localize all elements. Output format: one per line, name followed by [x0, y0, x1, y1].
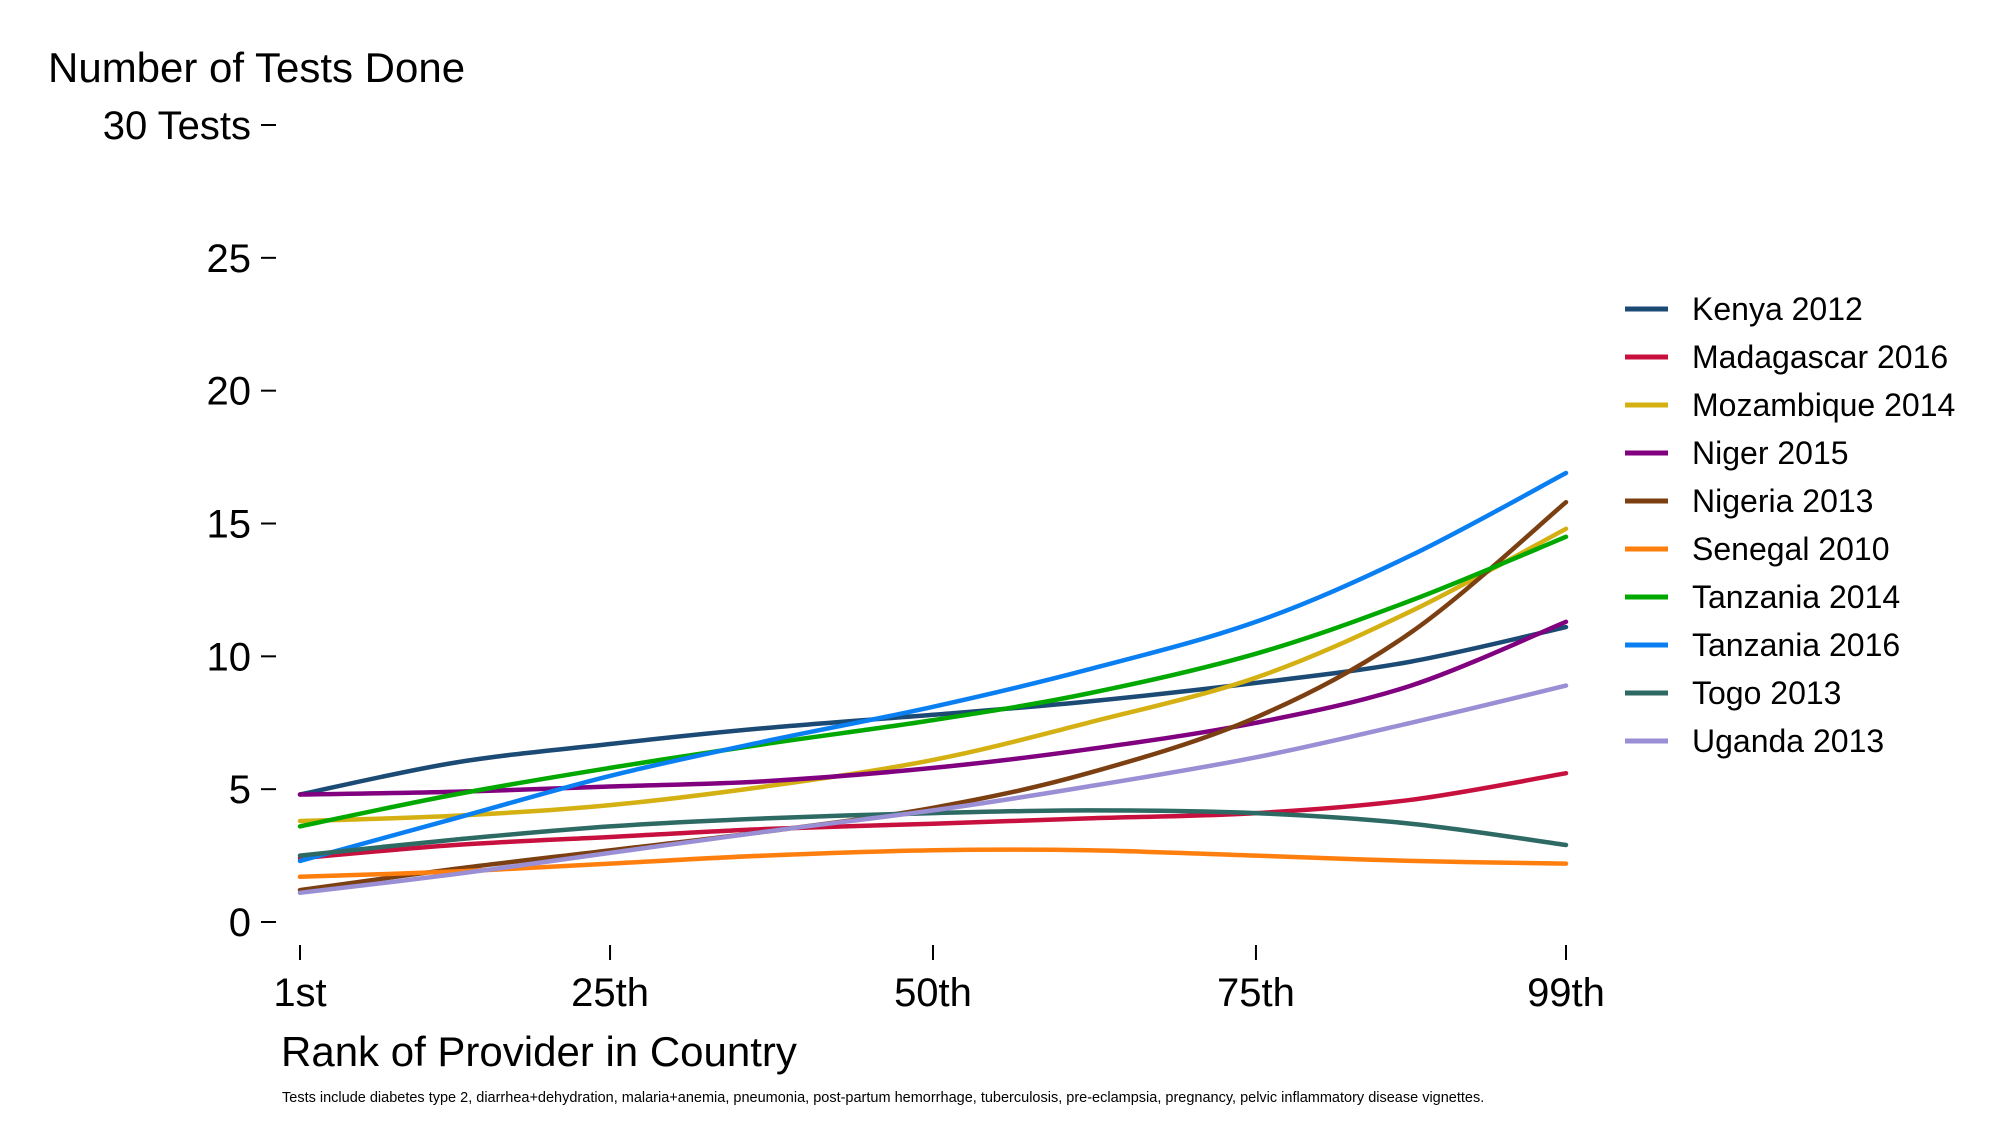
legend: Kenya 2012 Madagascar 2016 Mozambique 2014…: [1625, 291, 1955, 759]
y-axis: 0 5 10 15 20 25 30 Tests: [103, 104, 276, 945]
legend-item: Tanzania 2016: [1625, 627, 1900, 663]
legend-label: Kenya 2012: [1692, 291, 1863, 327]
legend-item: Senegal 2010: [1625, 531, 1890, 567]
y-tick-label: 10: [207, 635, 252, 679]
series-line-niger-2015: [297, 619, 1569, 797]
legend-label: Nigeria 2013: [1692, 483, 1873, 519]
legend-label: Senegal 2010: [1692, 531, 1890, 567]
series-line-togo-2013: [297, 808, 1569, 858]
legend-label: Togo 2013: [1692, 675, 1841, 711]
series-line-madagascar-2016: [297, 770, 1569, 861]
legend-label: Tanzania 2016: [1692, 627, 1900, 663]
series-line-uganda-2013: [297, 683, 1569, 896]
series-line-mozambique-2014: [297, 526, 1569, 824]
x-axis-title: Rank of Provider in Country: [281, 1028, 797, 1075]
legend-label: Tanzania 2014: [1692, 579, 1900, 615]
x-tick-label: 1st: [273, 971, 326, 1015]
legend-item: Madagascar 2016: [1625, 339, 1948, 375]
legend-item: Mozambique 2014: [1625, 387, 1955, 423]
legend-item: Tanzania 2014: [1625, 579, 1900, 615]
x-axis: 1st 25th 50th 75th 99th: [273, 945, 1605, 1015]
legend-label: Uganda 2013: [1692, 723, 1884, 759]
legend-item: Kenya 2012: [1625, 291, 1863, 327]
x-tick-label: 50th: [894, 971, 972, 1015]
y-tick-label: 5: [229, 768, 251, 812]
legend-label: Niger 2015: [1692, 435, 1849, 471]
legend-label: Madagascar 2016: [1692, 339, 1948, 375]
y-tick-label: 0: [229, 901, 251, 945]
y-tick-label: 20: [207, 370, 252, 414]
legend-item: Nigeria 2013: [1625, 483, 1873, 519]
x-tick-label: 25th: [571, 971, 649, 1015]
chart-note: Tests include diabetes type 2, diarrhea+…: [282, 1090, 1484, 1106]
y-tick-label: 30 Tests: [103, 104, 251, 148]
x-tick-label: 99th: [1527, 971, 1605, 1015]
x-tick-label: 75th: [1217, 971, 1295, 1015]
series-line-tanzania-2016: [297, 470, 1569, 864]
legend-label: Mozambique 2014: [1692, 387, 1955, 423]
y-tick-label: 25: [207, 237, 252, 281]
legend-item: Togo 2013: [1625, 675, 1841, 711]
series-line-kenya-2012: [297, 624, 1569, 797]
chart-title: Number of Tests Done: [48, 44, 465, 91]
legend-item: Uganda 2013: [1625, 723, 1884, 759]
series-lines: [297, 470, 1569, 896]
legend-item: Niger 2015: [1625, 435, 1849, 471]
y-tick-label: 15: [207, 503, 252, 547]
series-line-tanzania-2014: [297, 534, 1569, 829]
series-line-nigeria-2013: [297, 499, 1569, 893]
